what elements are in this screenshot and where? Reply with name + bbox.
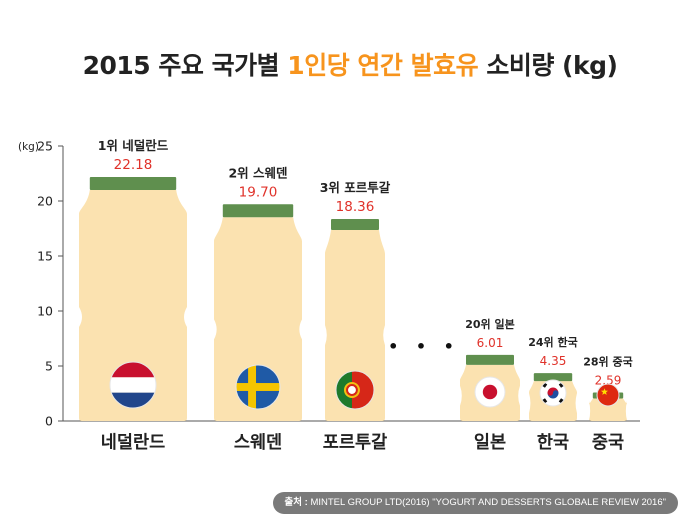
- korea-flag: [540, 380, 566, 406]
- bottle-bar: [325, 230, 385, 421]
- bar-2: 2위 스웨덴 19.70 스웨덴: [214, 165, 302, 453]
- bar-5: 24위 한국 4.35 한국: [528, 335, 578, 453]
- y-tick-label: 5: [45, 359, 53, 374]
- bottle-cap: [89, 177, 177, 191]
- flag-rim: [109, 361, 157, 409]
- china-flag: [597, 384, 619, 406]
- value-label: 18.36: [336, 199, 375, 215]
- rank-label: 20위 일본: [465, 317, 515, 331]
- bottle-cap: [222, 204, 294, 218]
- bottle-cap: [533, 373, 573, 382]
- x-category-label: 중국: [592, 433, 624, 453]
- y-axis-label: (kg): [18, 141, 39, 153]
- chart-title: 2015 주요 국가별 1인당 연간 발효유 소비량 (kg): [0, 46, 700, 82]
- flag-rim: [235, 364, 281, 410]
- source-text: MINTEL GROUP LTD(2016) "YOGURT AND DESSE…: [310, 497, 666, 508]
- value-label: 22.18: [114, 157, 153, 173]
- y-tick-label: 25: [37, 139, 53, 154]
- bottle-bar: [589, 398, 627, 421]
- rank-label: 28위 중국: [583, 356, 633, 369]
- japan-flag: [475, 377, 505, 407]
- rank-label: 24위 한국: [528, 335, 578, 349]
- title-main: 2015 주요 국가별: [82, 51, 280, 80]
- bar-1: 1위 네덜란드 22.18 네덜란드: [79, 138, 187, 453]
- x-category-label: 포르투갈: [323, 432, 387, 453]
- value-label: 2.59: [595, 374, 622, 388]
- gap-dots: • • •: [388, 337, 460, 356]
- value-label: 6.01: [477, 336, 504, 350]
- value-label: 4.35: [540, 354, 567, 368]
- value-label: 19.70: [239, 184, 278, 200]
- x-category-label: 일본: [474, 433, 506, 453]
- rank-label: 3위 포르투갈: [320, 180, 391, 195]
- title-highlight: 1인당 연간 발효유: [287, 51, 479, 80]
- rank-label: 2위 스웨덴: [228, 165, 287, 180]
- bar-4: 20위 일본 6.01 일본: [460, 317, 520, 453]
- title-tail: 소비량 (kg): [486, 51, 618, 80]
- flag-rim: [474, 376, 506, 408]
- flag-rim: [539, 379, 567, 407]
- y-tick-label: 15: [37, 249, 53, 264]
- x-category-label: 스웨덴: [234, 433, 282, 453]
- source-note: 출처 : MINTEL GROUP LTD(2016) "YOGURT AND …: [272, 492, 678, 514]
- bottle-cap: [466, 354, 514, 365]
- portugal-flag: [336, 371, 374, 409]
- y-tick-label: 20: [37, 194, 53, 209]
- sweden-flag: [236, 365, 280, 409]
- bar-6: 28위 중국 2.59 중국: [583, 356, 633, 453]
- rank-label: 1위 네덜란드: [98, 138, 169, 153]
- flag-rim: [335, 370, 375, 410]
- netherlands-flag: [110, 362, 156, 408]
- source-label: 출처 :: [284, 497, 308, 508]
- bottle-cap: [331, 219, 379, 231]
- x-category-label: 네덜란드: [101, 433, 165, 453]
- bottle-bar: [214, 217, 302, 421]
- y-tick-label: 0: [45, 414, 53, 429]
- bottle-bar: [79, 190, 187, 421]
- flag-rim: [596, 383, 620, 407]
- y-tick-label: 10: [37, 304, 53, 319]
- bar-3: 3위 포르투갈 18.36 포르투갈: [320, 180, 391, 453]
- x-category-label: 한국: [537, 433, 569, 453]
